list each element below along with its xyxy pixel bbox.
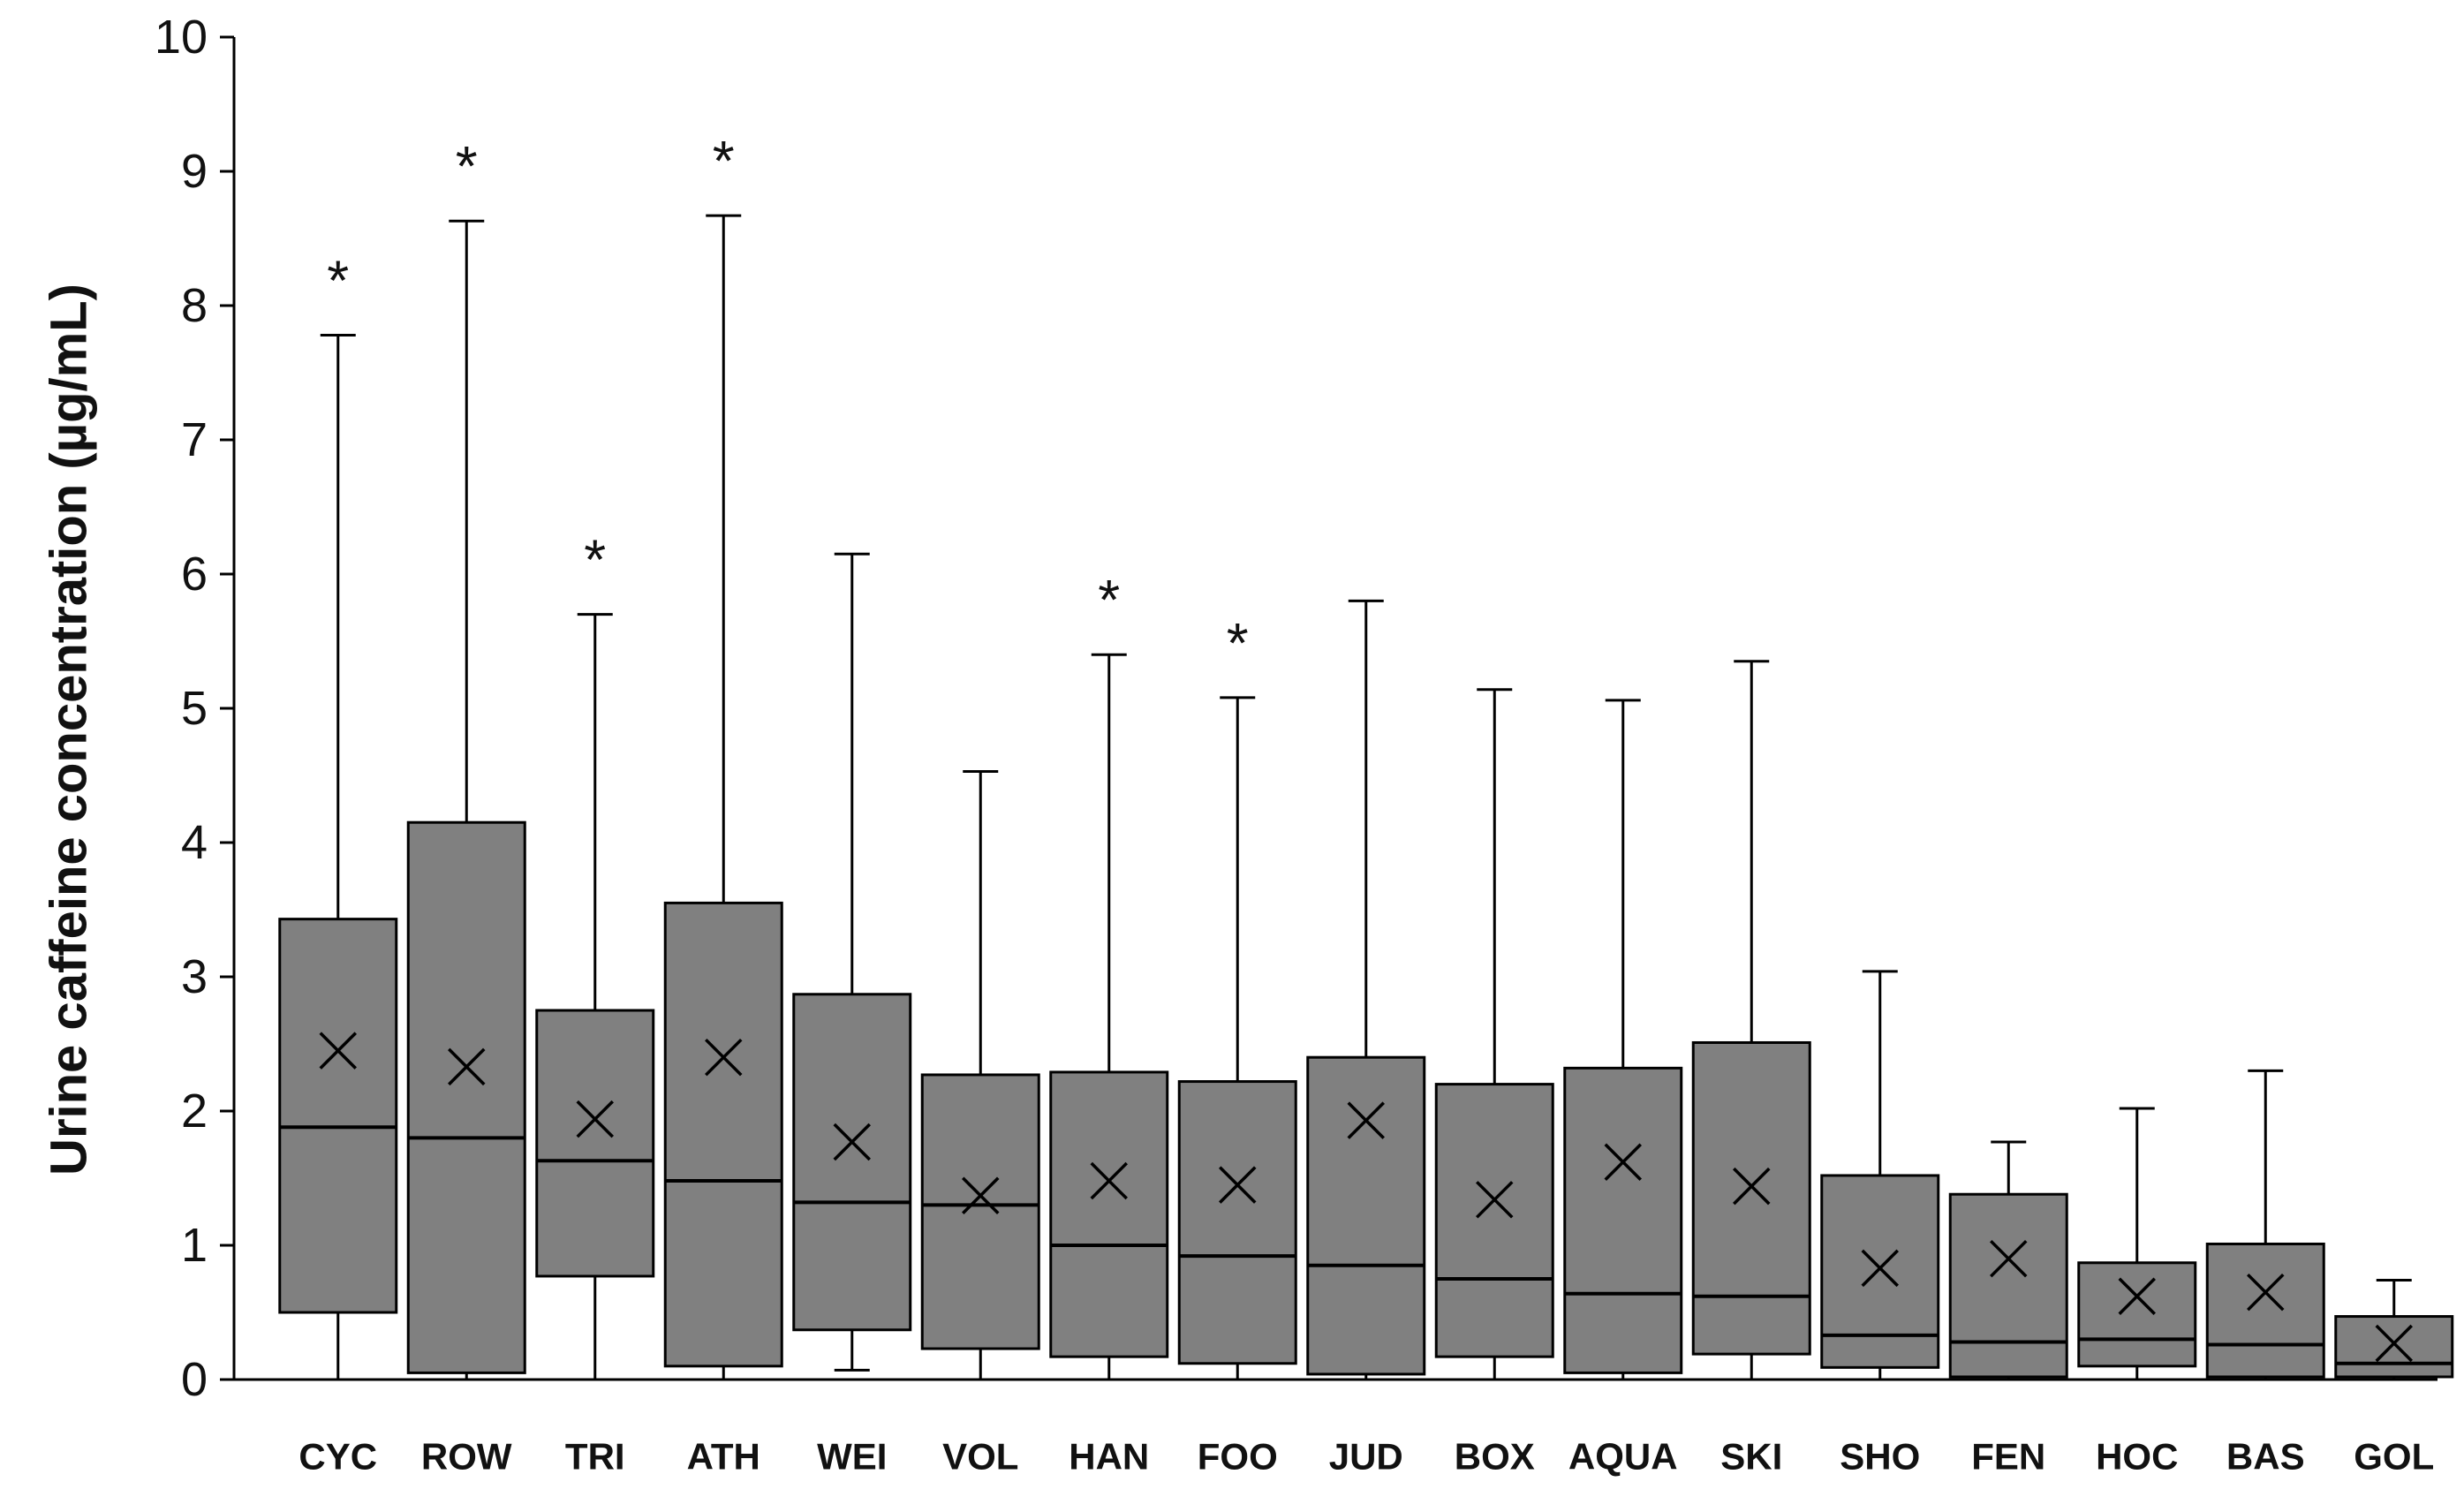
box-ath: *	[663, 129, 783, 1381]
y-tick-label: 1	[181, 1219, 208, 1272]
box-sho	[1820, 970, 1940, 1381]
mean-marker	[962, 1176, 1000, 1214]
x-tick-label: ATH	[687, 1436, 760, 1478]
iqr-box	[1177, 1080, 1297, 1365]
box-bas	[2205, 1069, 2325, 1381]
significance-star: *	[327, 248, 349, 312]
iqr-box	[2334, 1315, 2454, 1379]
significance-star: *	[1227, 611, 1249, 675]
box-gol	[2334, 1279, 2454, 1381]
box-ski	[1691, 660, 1811, 1381]
iqr-box	[2205, 1242, 2325, 1379]
iqr-box	[1563, 1066, 1683, 1374]
box-jud	[1306, 599, 1426, 1381]
mean-marker	[1090, 1161, 1128, 1200]
mean-marker	[2118, 1277, 2156, 1315]
significance-star: *	[1098, 568, 1120, 631]
iqr-box	[2077, 1261, 2197, 1368]
x-tick-label: BOX	[1455, 1436, 1535, 1478]
iqr-box	[406, 820, 526, 1374]
mean-marker	[2375, 1324, 2413, 1363]
mean-marker	[319, 1032, 357, 1070]
iqr-box	[278, 918, 398, 1314]
y-tick-label: 0	[181, 1353, 208, 1406]
mean-marker	[1861, 1249, 1899, 1288]
x-tick-label: GOL	[2354, 1436, 2434, 1478]
x-tick-label: BAS	[2226, 1436, 2305, 1478]
y-tick-label: 10	[155, 11, 208, 64]
y-axis: 0 1 2 3 4 5 6 7 8 9 10	[155, 11, 236, 1406]
iqr-box	[1948, 1192, 2068, 1379]
mean-marker	[1476, 1181, 1514, 1219]
x-tick-label: SHO	[1840, 1436, 1920, 1478]
x-tick-label: HAN	[1069, 1436, 1149, 1478]
iqr-box	[1434, 1083, 1554, 1358]
x-tick-label: VOL	[942, 1436, 1018, 1478]
mean-marker	[1990, 1239, 2028, 1278]
iqr-box	[792, 993, 912, 1332]
y-tick-label: 6	[181, 548, 208, 601]
y-tick-label: 5	[181, 682, 208, 735]
box-foo: *	[1177, 611, 1297, 1381]
y-tick-label: 4	[181, 816, 208, 869]
box-hoc	[2077, 1107, 2197, 1381]
x-tick-label: FEN	[1971, 1436, 2045, 1478]
y-tick-label: 3	[181, 950, 208, 1003]
box-vol	[920, 769, 1040, 1381]
x-tick-label: WEI	[817, 1436, 887, 1478]
box-series: * * * * * *	[278, 129, 2454, 1381]
box-cyc: *	[278, 248, 398, 1381]
mean-marker	[1604, 1143, 1642, 1181]
y-tick-label: 8	[181, 279, 208, 332]
x-tick-label: AQUA	[1568, 1436, 1678, 1478]
significance-star: *	[584, 528, 606, 592]
iqr-box	[1049, 1070, 1169, 1358]
mean-marker	[2247, 1273, 2285, 1312]
mean-marker	[1219, 1166, 1257, 1204]
y-tick-label: 2	[181, 1085, 208, 1138]
x-tick-label: ROW	[421, 1436, 512, 1478]
box-tri: *	[535, 528, 655, 1381]
mean-marker	[1733, 1167, 1771, 1206]
y-axis-label: Urine caffeine concentration (µg/mL)	[40, 284, 97, 1176]
significance-star: *	[713, 129, 735, 193]
mean-marker	[705, 1038, 743, 1077]
x-tick-label: HOC	[2096, 1436, 2178, 1478]
box-box	[1434, 688, 1554, 1381]
mean-marker	[576, 1100, 614, 1138]
iqr-box	[535, 1009, 655, 1278]
mean-marker	[448, 1047, 486, 1086]
iqr-box	[1691, 1040, 1811, 1356]
iqr-box	[1306, 1055, 1426, 1376]
iqr-box	[920, 1073, 1040, 1350]
x-tick-label: SKI	[1720, 1436, 1782, 1478]
box-han: *	[1049, 568, 1169, 1381]
box-row: *	[406, 134, 526, 1381]
y-tick-label: 7	[181, 413, 208, 466]
x-axis: CYC ROW TRI ATH WEI VOL HAN FOO JUD BOX AQUA SKI SHO…	[234, 1378, 2438, 1478]
box-fen	[1948, 1140, 2068, 1381]
box-aqua	[1563, 699, 1683, 1381]
mean-marker	[1347, 1101, 1385, 1139]
iqr-box	[1820, 1174, 1940, 1369]
mean-marker	[833, 1123, 871, 1161]
box-wei	[792, 552, 912, 1372]
x-tick-label: CYC	[299, 1436, 377, 1478]
x-tick-label: TRI	[565, 1436, 625, 1478]
significance-star: *	[456, 134, 478, 198]
iqr-box	[663, 901, 783, 1368]
x-tick-label: JUD	[1329, 1436, 1403, 1478]
x-tick-label: FOO	[1198, 1436, 1278, 1478]
y-tick-label: 9	[181, 145, 208, 198]
